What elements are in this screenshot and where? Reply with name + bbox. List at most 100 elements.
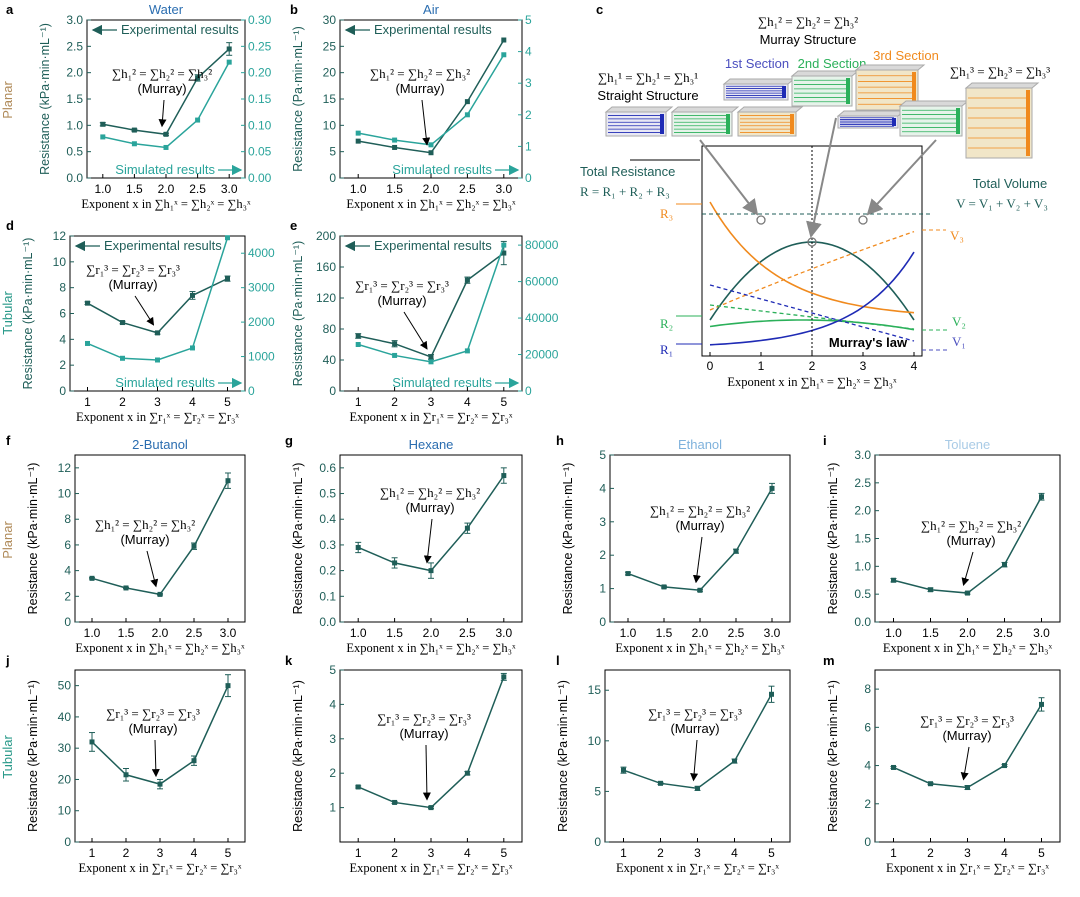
- y-tick-label: 8: [64, 512, 71, 526]
- murray-annotation: ∑r₁³ = ∑r₂³ = ∑r₃³: [377, 711, 471, 726]
- x-tick-label: 4: [191, 846, 198, 860]
- panel-label: e: [290, 218, 297, 233]
- y-tick-label: 2: [329, 766, 336, 780]
- x-axis-label: Exponent x in ∑h₁ˣ = ∑h₂ˣ = ∑h₃ˣ: [346, 197, 516, 211]
- x-tick-label: 2: [391, 395, 398, 409]
- chart-title: Toluene: [945, 437, 991, 452]
- y-tick-label: 160: [316, 260, 336, 274]
- y-tick-label: 2.0: [66, 66, 83, 80]
- data-point: [355, 784, 361, 790]
- legend-experimental: Experimental results: [374, 238, 492, 253]
- x-tick-label: 1.0: [620, 626, 637, 640]
- cubic-section-3: [964, 82, 1040, 159]
- plot-frame: [604, 669, 791, 843]
- murray-arrow: [422, 744, 431, 801]
- data-point: [621, 767, 626, 773]
- murray-label: (Murray): [108, 277, 157, 292]
- y-right-tick-label: 0.00: [248, 171, 272, 185]
- y-tick-label: 80: [323, 322, 337, 336]
- block-top: [854, 64, 926, 71]
- data-point: [464, 348, 470, 354]
- block-top: [670, 106, 740, 113]
- panel-c: c ∑h₁² = ∑h₂² = ∑h₃² Murray Structure ∑h₁¹ …: [580, 2, 1050, 389]
- data-point: [355, 130, 361, 136]
- murray-annotation: ∑h₁² = ∑h₂² = ∑h₃²: [650, 503, 750, 518]
- x-tick-label: 1.0: [350, 182, 367, 196]
- y-tick-label: 5: [594, 784, 601, 798]
- x-tick-label: 2.0: [423, 626, 440, 640]
- y-tick-label: 1: [329, 801, 336, 815]
- murray-annotation: ∑r₁³ = ∑r₂³ = ∑r₃³: [355, 278, 449, 293]
- data-point: [190, 345, 195, 351]
- y-right-tick-label: 0.20: [248, 66, 272, 80]
- y-tick-label: 1.0: [854, 559, 871, 573]
- panel-label: f: [6, 433, 11, 448]
- murray-annotation: ∑r₁³ = ∑r₂³ = ∑r₃³: [86, 262, 180, 277]
- y-tick-label: 0: [64, 835, 71, 849]
- x-tick-label: 0: [707, 359, 714, 373]
- x-tick-label: 1.5: [118, 626, 135, 640]
- x-tick-label: 3: [860, 359, 867, 373]
- y-tick-label: 3.0: [854, 448, 871, 462]
- data-point: [464, 112, 470, 118]
- block-front: [791, 75, 853, 107]
- panel-label: d: [6, 218, 14, 233]
- data-point: [226, 46, 232, 52]
- x-axis-label: Exponent x in ∑h₁ˣ = ∑h₂ˣ = ∑h₃ˣ: [615, 641, 785, 655]
- x-tick-label: 1: [758, 359, 765, 373]
- murray-arrow: [690, 739, 699, 782]
- x-axis-label: Exponent x in ∑r₁ˣ = ∑r₂ˣ = ∑r₃ˣ: [350, 861, 513, 875]
- data-point: [191, 543, 197, 549]
- y-tick-label: 6: [864, 720, 871, 734]
- data-point: [155, 357, 160, 363]
- x-tick-label: 3: [154, 395, 161, 409]
- x-tick-label: 2: [927, 846, 934, 860]
- x-tick-label: 1: [355, 395, 362, 409]
- x-tick-label: 2: [123, 846, 130, 860]
- y-tick-label: 6: [64, 538, 71, 552]
- data-point: [501, 52, 507, 58]
- murray-arrow: [806, 117, 837, 238]
- y-tick-label: 20: [323, 66, 337, 80]
- y-tick-label: 0: [599, 615, 606, 629]
- straight-section-3: [736, 106, 804, 137]
- x-tick-label: 2: [391, 846, 398, 860]
- murray-annotation: ∑h₁² = ∑h₂² = ∑h₃²: [380, 485, 480, 500]
- block-end: [846, 78, 850, 104]
- x-tick-label: 3: [428, 846, 435, 860]
- data-point: [225, 276, 230, 282]
- x-axis-label: Exponent x in ∑h₁ˣ = ∑h₂ˣ = ∑h₃ˣ: [883, 641, 1053, 655]
- data-point: [1039, 701, 1044, 707]
- y-tick-label: 10: [58, 487, 72, 501]
- chart-title: Hexane: [409, 437, 454, 452]
- data-point: [89, 575, 95, 581]
- x-tick-label: 5: [225, 846, 232, 860]
- x-axis-label: Exponent x in ∑h₁ˣ = ∑h₂ˣ = ∑h₃ˣ: [346, 641, 516, 655]
- x-tick-label: 1.5: [386, 626, 403, 640]
- data-point: [85, 340, 90, 346]
- block-front: [837, 115, 899, 129]
- y-tick-label: 30: [58, 741, 72, 755]
- legend-simulated: Simulated results: [115, 162, 215, 177]
- data-point: [392, 560, 398, 566]
- data-point: [928, 781, 933, 787]
- murray-label: (Murray): [670, 721, 719, 736]
- x-tick-label: 1.5: [386, 182, 403, 196]
- x-tick-label: 2: [119, 395, 126, 409]
- y-right-tick-label: 0: [525, 171, 532, 185]
- r3-curve: [709, 201, 915, 314]
- murray-label: (Murray): [942, 728, 991, 743]
- data-point: [195, 75, 201, 81]
- v1-curve: [709, 284, 915, 342]
- y-tick-label: 8: [864, 682, 871, 696]
- data-point: [120, 320, 125, 326]
- y-tick-label: 4: [864, 759, 871, 773]
- x-tick-label: 3.0: [221, 182, 238, 196]
- data-point: [661, 584, 667, 590]
- panel-label: k: [285, 653, 293, 668]
- data-point: [163, 144, 169, 150]
- y-tick-label: 0.5: [854, 587, 871, 601]
